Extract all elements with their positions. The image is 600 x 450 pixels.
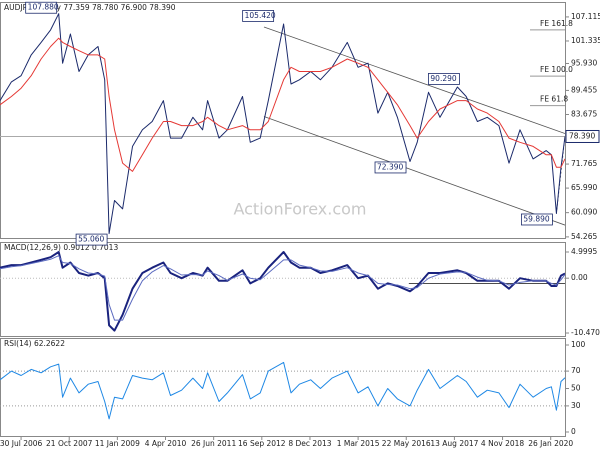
annotation-box (428, 73, 460, 85)
y-tick-label: 95.930 (571, 58, 597, 67)
watermark: ActionForex.com (233, 200, 366, 219)
y-tick-label: 65.990 (571, 183, 597, 192)
x-tick-label: 26 Jun 2011 (191, 439, 236, 448)
annotation-box (25, 1, 58, 14)
series-line (0, 37, 565, 172)
x-tick-label: 30 Jul 2006 (0, 439, 43, 448)
x-tick-label: 4 Nov 2018 (481, 439, 524, 448)
y-tick-label: 107.115 (571, 12, 600, 21)
annotation-label: 107.880 (28, 3, 59, 12)
x-tick-label: 1 Mar 2015 (337, 439, 380, 448)
last-price-box (565, 129, 600, 143)
x-tick-label: 4 Apr 2010 (145, 439, 187, 448)
rsi-header: RSI(14) 62.2622 (4, 339, 65, 348)
series-line (0, 13, 565, 235)
plot-area (0, 13, 565, 235)
price-panel (0, 2, 566, 239)
last-price-label: 78.390 (569, 131, 595, 140)
y-tick-label: 54.265 (571, 232, 597, 241)
y-tick-label: 70 (571, 366, 581, 375)
x-tick-label: 16 Sep 2012 (238, 439, 286, 448)
y-tick-label: 0.00 (571, 273, 588, 282)
fe-label: FE 61.8 (540, 95, 568, 104)
macd-header: MACD(12,26,9) 0.9012 0.7013 (4, 243, 118, 252)
x-tick-label: 21 Oct 2007 (46, 439, 93, 448)
annotation-label: 105.420 (245, 11, 276, 20)
macd-panel (0, 242, 566, 337)
trend-line (263, 26, 565, 134)
x-tick-label: 22 May 2016 (382, 439, 431, 448)
annotation-box (75, 233, 108, 246)
trend-line (263, 116, 565, 226)
y-tick-label: 101.335 (571, 36, 600, 45)
annotation-box (521, 213, 553, 226)
y-tick-label: 89.455 (571, 85, 597, 94)
x-tick-label: 11 Jan 2009 (95, 439, 140, 448)
plot-area (0, 251, 565, 332)
rsi-panel (0, 338, 566, 437)
x-tick-label: 8 Dec 2013 (288, 439, 331, 448)
annotation-box (242, 10, 275, 22)
annotation-label: 72.390 (377, 162, 403, 171)
price-header: AUDJPY Weekly 77.359 78.780 76.900 78.39… (4, 3, 176, 12)
y-tick-label: 71.765 (571, 159, 597, 168)
y-tick-label: 83.675 (571, 109, 597, 118)
annotation-label: 55.060 (78, 235, 104, 244)
series-line (0, 361, 565, 420)
annotation-box (374, 161, 407, 174)
series-line (0, 251, 565, 332)
y-tick-label: 60.090 (571, 208, 597, 217)
y-tick-label: -10.4702 (571, 328, 600, 337)
y-tick-label: 0 (571, 427, 576, 436)
fe-label: FE 161.8 (540, 19, 573, 28)
y-tick-label: 100 (571, 340, 586, 349)
x-tick-label: 26 Jan 2020 (528, 439, 573, 448)
series-line (0, 255, 565, 321)
plot-area (0, 361, 565, 420)
annotation-label: 90.290 (430, 74, 456, 83)
y-tick-label: 30 (571, 401, 581, 410)
annotation-label: 59.890 (523, 214, 549, 223)
x-tick-label: 13 Aug 2017 (430, 439, 478, 448)
fe-label: FE 100.0 (540, 65, 573, 74)
y-tick-label: 4.9995 (571, 247, 597, 256)
y-tick-label: 50 (571, 384, 581, 393)
